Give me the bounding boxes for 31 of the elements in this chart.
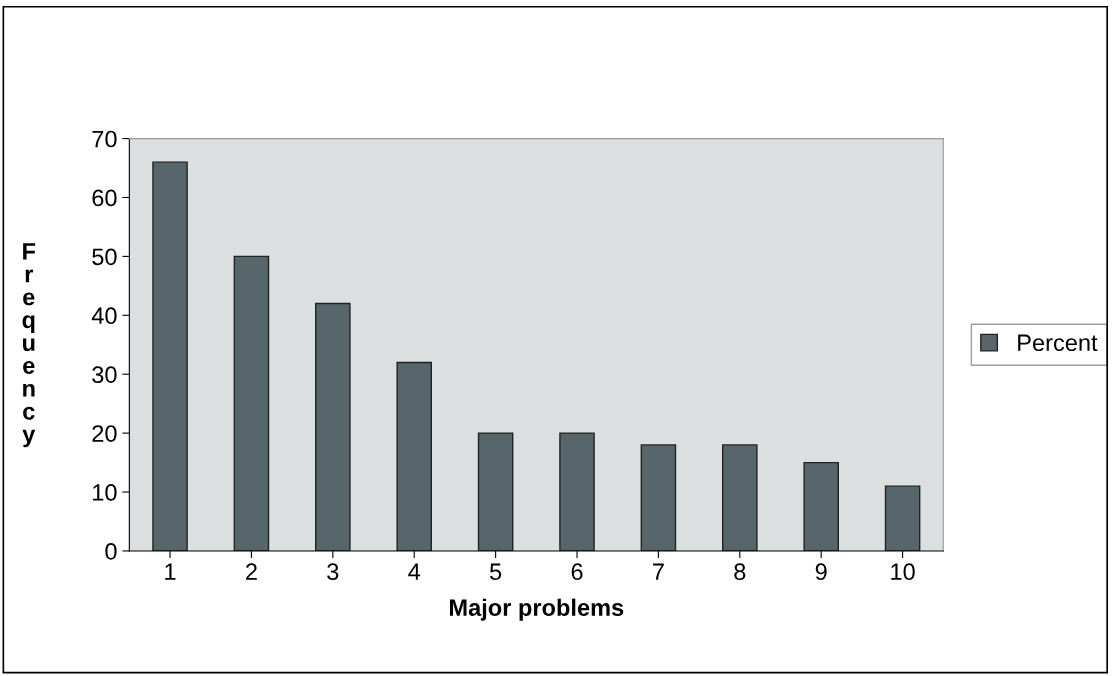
x-tick-label: 9 [815,563,827,581]
bar [803,461,839,551]
y-tick-label: 60 [92,189,117,207]
y-tick-label: 20 [92,425,117,442]
bar [152,161,188,551]
bar [233,255,270,551]
x-tick-label: 5 [490,563,502,581]
x-tick-label: 8 [734,563,746,581]
text: Frequency [22,243,36,448]
x-tick-label: 6 [571,563,583,581]
x-tick-label: 2 [246,563,257,580]
y-tick-label: 70 [92,130,117,148]
y-tick-label: 30 [92,366,117,383]
x-tick-label: 4 [408,563,421,580]
x-tick-label: 7 [653,563,664,580]
y-tick-label: 0 [105,543,117,560]
bar [884,485,921,551]
y-tick-label: 40 [91,307,117,325]
bar [396,361,433,551]
x-tick-label: 3 [327,563,339,581]
x-axis-title: Major problems [450,598,624,621]
x-tick-label: 10 [891,563,915,581]
bar [640,444,677,551]
bar [722,444,758,551]
y-tick-label: 10 [93,484,117,501]
legend-label: Percent [1018,334,1098,352]
y-tick-label: 50 [92,248,117,266]
x-tick-label: 1 [165,563,176,580]
bar [477,432,514,551]
bar [559,432,595,551]
bar [315,302,351,551]
